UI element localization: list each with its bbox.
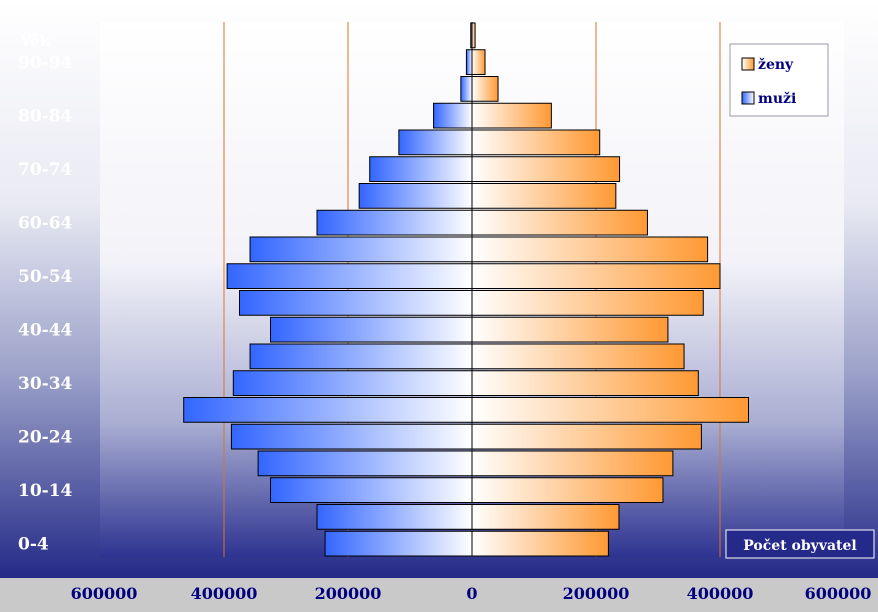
legend-swatch-zeny (741, 57, 755, 71)
bar-zeny-10-14 (471, 477, 664, 503)
category-tick-label: 50-54 (18, 267, 73, 287)
bar-muzi-85-89 (460, 76, 473, 102)
category-tick-label: 30-34 (18, 374, 73, 394)
bar-zeny-50-54 (471, 263, 721, 289)
x-tick-label: 400000 (191, 584, 258, 603)
x-axis-title: Počet obyvatel (743, 538, 856, 554)
x-tick-labels: 600000 400000 200000 0 200000 400000 600000 (71, 584, 872, 603)
bar-zeny-90-94 (471, 49, 486, 75)
bar-zeny-15-19 (471, 450, 674, 477)
category-tick-labels: 0-4 10-14 20-24 30-34 40-44 50-54 60-64 70-74 80… (18, 53, 73, 555)
category-tick-label: 60-64 (18, 214, 73, 234)
bar-muzi-15-19 (257, 450, 473, 477)
bar-zeny-55-59 (471, 236, 709, 263)
bar-zeny-0-4 (471, 530, 609, 557)
legend: ženy muži (729, 43, 829, 117)
bar-zeny-25-29 (471, 397, 750, 423)
x-tick-label: 600000 (805, 584, 872, 603)
bar-zeny-65-69 (471, 183, 617, 209)
bar-muzi-45-49 (239, 290, 473, 316)
x-axis-title-background (725, 529, 875, 559)
bar-muzi-60-64 (316, 209, 473, 236)
bar-muzi-95+ (470, 22, 473, 49)
x-axis-title-box: Počet obyvatel (725, 529, 875, 559)
category-tick-label: 80-84 (18, 107, 73, 127)
legend-box (729, 43, 829, 117)
bar-muzi-30-34 (232, 370, 473, 396)
category-tick-label: 10-14 (18, 481, 73, 501)
x-tick-label: 400000 (687, 584, 754, 603)
bar-zeny-45-49 (471, 290, 704, 316)
x-axis-band (0, 578, 878, 608)
category-tick-label: 40-44 (18, 321, 73, 341)
bar-muzi-20-24 (230, 423, 473, 450)
x-tick-label: 200000 (563, 584, 630, 603)
x-tick-label: 0 (466, 584, 477, 603)
bar-zeny-60-64 (471, 209, 648, 236)
y-axis-title: Věk (19, 32, 51, 50)
bar-zeny-30-34 (471, 370, 699, 396)
bar-muzi-25-29 (183, 397, 473, 423)
x-tick-label: 200000 (315, 584, 382, 603)
category-tick-label: 70-74 (18, 160, 73, 180)
bar-zeny-40-44 (471, 316, 669, 343)
bar-zeny-70-74 (471, 156, 621, 182)
bar-muzi-40-44 (270, 316, 473, 343)
bar-zeny-20-24 (471, 423, 702, 450)
bar-muzi-0-4 (324, 530, 473, 557)
category-tick-label: 90-94 (18, 53, 73, 73)
bar-muzi-50-54 (226, 263, 473, 289)
bar-zeny-85-89 (471, 76, 499, 102)
bar-zeny-5-9 (471, 504, 620, 530)
category-tick-label: 20-24 (18, 428, 73, 448)
bar-muzi-5-9 (316, 504, 473, 530)
bar-muzi-70-74 (369, 156, 473, 182)
bar-muzi-75-79 (398, 129, 473, 156)
bar-muzi-90-94 (465, 49, 473, 75)
bar-muzi-10-14 (270, 477, 473, 503)
bar-zeny-35-39 (471, 343, 685, 370)
bar-muzi-55-59 (249, 236, 473, 263)
x-tick-label: 600000 (71, 584, 138, 603)
legend-label-muzi: muži (758, 91, 796, 107)
legend-swatch-muzi (741, 91, 755, 105)
bars (183, 22, 750, 557)
category-tick-label: 0-4 (18, 535, 49, 555)
bar-zeny-75-79 (471, 129, 601, 156)
bar-muzi-65-69 (358, 183, 473, 209)
bar-muzi-80-84 (433, 102, 473, 129)
bar-muzi-35-39 (249, 343, 473, 370)
legend-label-zeny: ženy (758, 57, 794, 73)
bar-zeny-80-84 (471, 102, 552, 129)
